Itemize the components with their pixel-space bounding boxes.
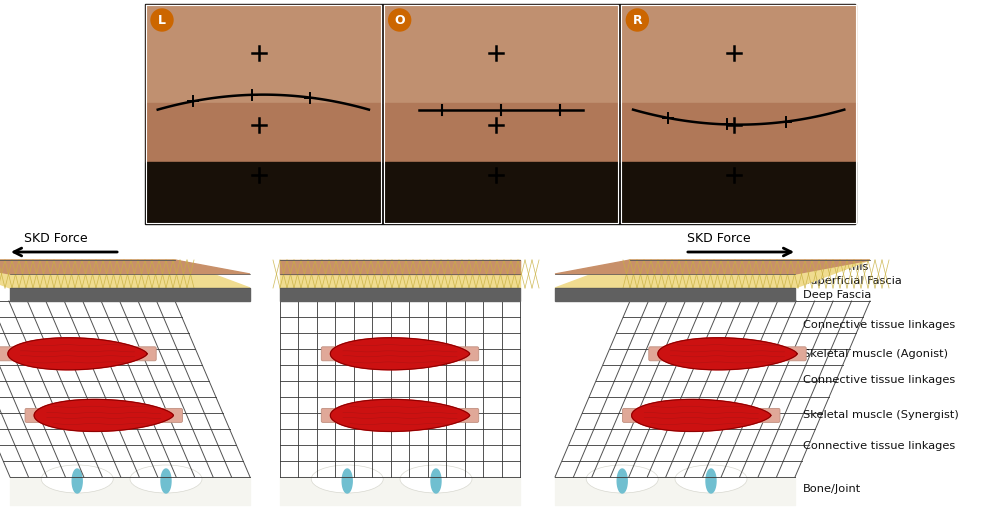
Polygon shape bbox=[555, 260, 870, 274]
Polygon shape bbox=[384, 5, 618, 103]
Polygon shape bbox=[146, 103, 381, 162]
Ellipse shape bbox=[586, 465, 658, 493]
Ellipse shape bbox=[41, 465, 113, 493]
Circle shape bbox=[151, 9, 173, 31]
Text: Skeletal muscle (Agonist): Skeletal muscle (Agonist) bbox=[803, 349, 948, 359]
FancyBboxPatch shape bbox=[785, 347, 806, 361]
Ellipse shape bbox=[311, 465, 383, 493]
Polygon shape bbox=[658, 338, 797, 370]
Polygon shape bbox=[384, 103, 618, 162]
FancyBboxPatch shape bbox=[161, 409, 182, 422]
Text: Superficial Fascia: Superficial Fascia bbox=[803, 276, 902, 286]
Text: Bone/Joint: Bone/Joint bbox=[803, 484, 861, 494]
FancyBboxPatch shape bbox=[0, 347, 20, 361]
FancyBboxPatch shape bbox=[458, 347, 479, 361]
Text: Skeletal muscle (Synergist): Skeletal muscle (Synergist) bbox=[803, 410, 959, 420]
Polygon shape bbox=[555, 288, 795, 301]
Circle shape bbox=[626, 9, 648, 31]
Text: L: L bbox=[158, 14, 166, 26]
FancyBboxPatch shape bbox=[25, 409, 46, 422]
Text: Connective tissue linkages: Connective tissue linkages bbox=[803, 441, 955, 451]
Polygon shape bbox=[431, 469, 441, 493]
Ellipse shape bbox=[400, 465, 472, 493]
Text: O: O bbox=[394, 14, 405, 26]
Polygon shape bbox=[621, 162, 856, 223]
Polygon shape bbox=[0, 260, 250, 274]
Text: SKD Force: SKD Force bbox=[24, 232, 88, 245]
FancyBboxPatch shape bbox=[135, 347, 156, 361]
Polygon shape bbox=[621, 103, 856, 162]
Text: R: R bbox=[633, 14, 642, 26]
Polygon shape bbox=[280, 477, 520, 505]
Polygon shape bbox=[280, 260, 520, 274]
Polygon shape bbox=[146, 5, 381, 103]
Polygon shape bbox=[330, 338, 470, 370]
Text: SKD Force: SKD Force bbox=[687, 232, 751, 245]
Ellipse shape bbox=[130, 465, 202, 493]
Polygon shape bbox=[621, 5, 856, 103]
Polygon shape bbox=[10, 477, 250, 505]
Polygon shape bbox=[555, 260, 870, 288]
FancyBboxPatch shape bbox=[623, 409, 644, 422]
Polygon shape bbox=[280, 288, 520, 301]
Circle shape bbox=[389, 9, 411, 31]
Ellipse shape bbox=[675, 465, 747, 493]
Polygon shape bbox=[617, 469, 627, 493]
Polygon shape bbox=[330, 400, 470, 431]
Polygon shape bbox=[161, 469, 171, 493]
FancyBboxPatch shape bbox=[759, 409, 780, 422]
FancyBboxPatch shape bbox=[321, 347, 342, 361]
FancyBboxPatch shape bbox=[649, 347, 670, 361]
Polygon shape bbox=[146, 162, 381, 223]
Text: Deep Fascia: Deep Fascia bbox=[803, 289, 871, 300]
Polygon shape bbox=[8, 338, 147, 370]
Polygon shape bbox=[72, 469, 82, 493]
Polygon shape bbox=[10, 288, 250, 301]
Polygon shape bbox=[0, 260, 250, 288]
FancyBboxPatch shape bbox=[458, 409, 479, 422]
Text: (Epi)dermis: (Epi)dermis bbox=[803, 262, 868, 272]
Polygon shape bbox=[384, 162, 618, 223]
Polygon shape bbox=[342, 469, 352, 493]
Polygon shape bbox=[145, 4, 855, 224]
Polygon shape bbox=[632, 400, 771, 431]
Text: Connective tissue linkages: Connective tissue linkages bbox=[803, 320, 955, 330]
Polygon shape bbox=[555, 477, 795, 505]
Polygon shape bbox=[706, 469, 716, 493]
Polygon shape bbox=[280, 260, 520, 288]
FancyBboxPatch shape bbox=[321, 409, 342, 422]
Polygon shape bbox=[34, 400, 173, 431]
Text: Connective tissue linkages: Connective tissue linkages bbox=[803, 375, 955, 385]
